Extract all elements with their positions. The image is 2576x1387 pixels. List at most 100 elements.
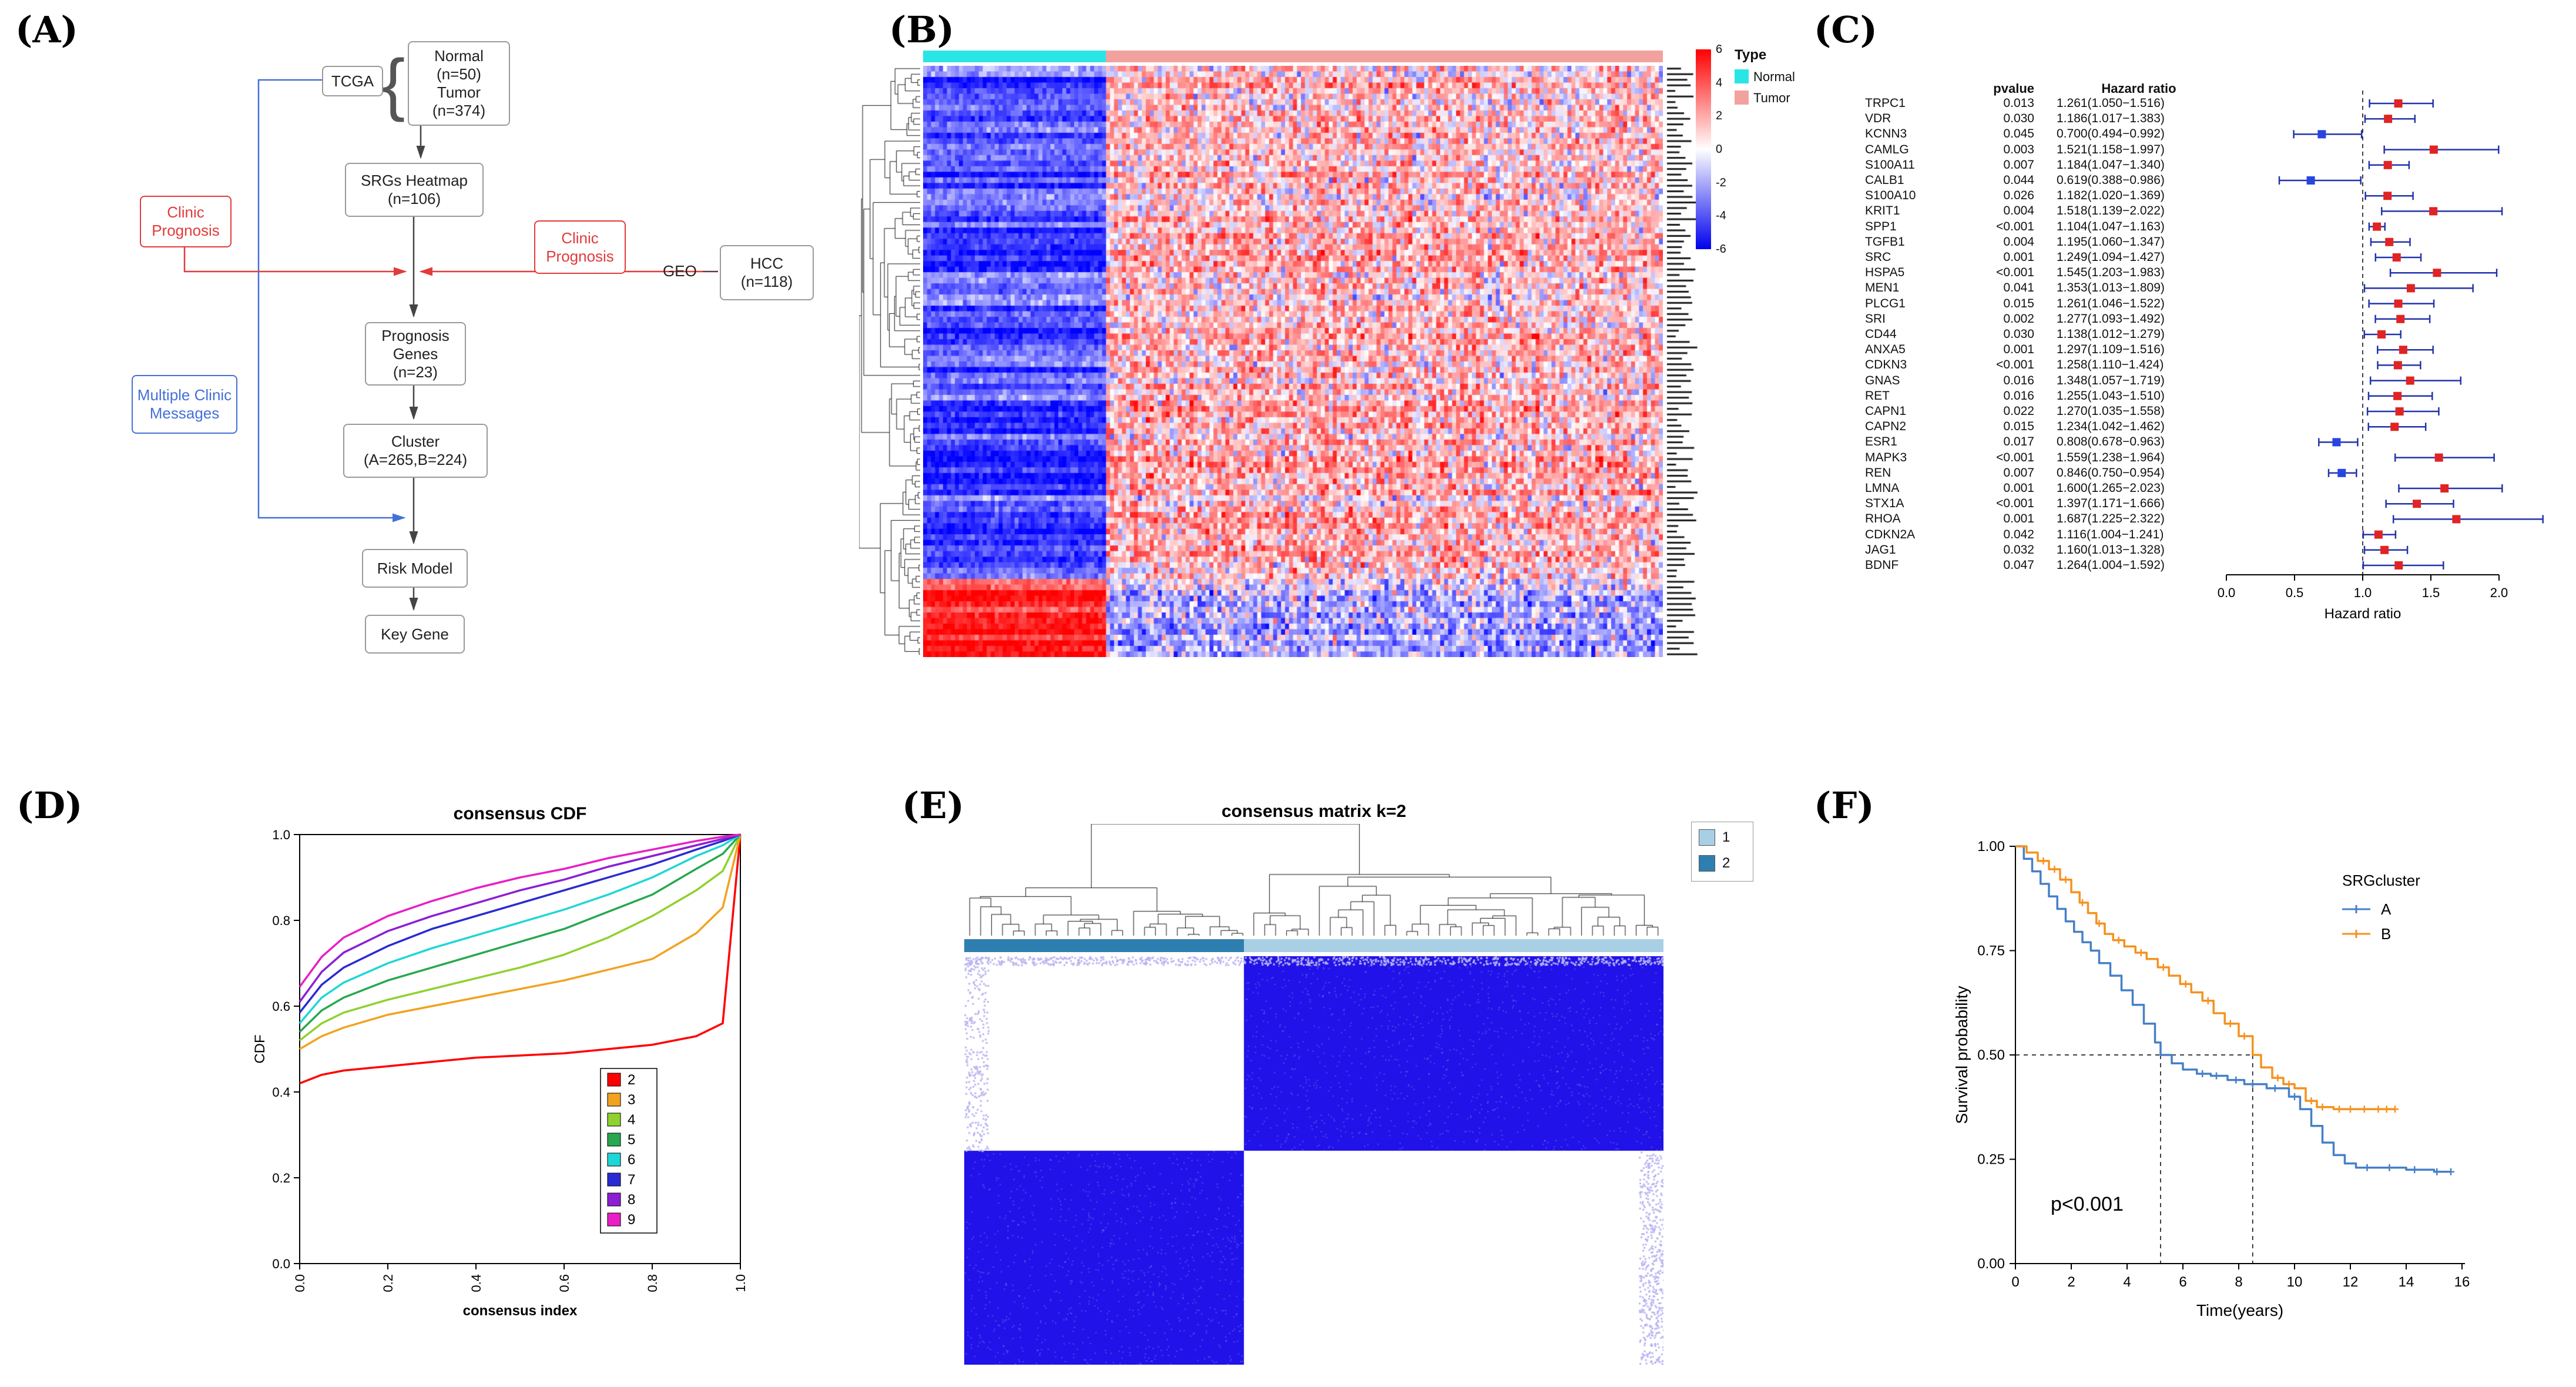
forest-hr-text: 1.255(1.043−1.510) xyxy=(2057,388,2165,403)
forest-gene: RET xyxy=(1865,388,1890,403)
forest-gene: MAPK3 xyxy=(1865,450,1907,464)
forest-header-pvalue: pvalue xyxy=(1993,81,2034,96)
forest-hr-text: 1.297(1.109−1.516) xyxy=(2057,343,2165,357)
forest-row: BDNF 0.047 1.264(1.004−1.592) xyxy=(1857,558,2221,573)
consensus-matrix xyxy=(964,956,1663,1365)
forest-hr-text: 0.700(0.494−0.992) xyxy=(2057,127,2165,141)
forest-row: CDKN2A 0.042 1.116(1.004−1.241) xyxy=(1857,527,2221,542)
forest-row: CALB1 0.044 0.619(0.388−0.986) xyxy=(1857,173,2221,188)
forest-hr-text: 1.138(1.012−1.279) xyxy=(2057,327,2165,341)
forest-hr-text: 1.545(1.203−1.983) xyxy=(2057,266,2165,280)
forest-gene: LMNA xyxy=(1865,481,1900,495)
panel-b-label: (B) xyxy=(889,8,955,51)
svg-text:0.25: 0.25 xyxy=(1977,1152,2005,1168)
hr-point xyxy=(2393,391,2402,400)
forest-row: RET 0.016 1.255(1.043−1.510) xyxy=(1857,388,2221,404)
forest-pvalue: 0.001 xyxy=(2003,343,2034,357)
forest-pvalue: <0.001 xyxy=(1996,266,2034,280)
cluster-label2: (A=265,B=224) xyxy=(363,451,468,468)
normal-n-label: (n=50) xyxy=(437,65,481,83)
forest-pvalue: 0.003 xyxy=(2003,142,2034,156)
svg-text:0.4: 0.4 xyxy=(272,1085,290,1100)
consensus-legend-swatch-2 xyxy=(1699,855,1715,872)
svg-text:6: 6 xyxy=(2179,1274,2186,1290)
panel-f-label: (F) xyxy=(1814,784,1874,827)
svg-text:9: 9 xyxy=(628,1212,635,1228)
forest-pvalue: 0.026 xyxy=(2003,189,2034,203)
hr-point xyxy=(2383,160,2392,169)
forest-hr-text: 1.104(1.047−1.163) xyxy=(2057,219,2165,233)
cdf-xlabel: consensus index xyxy=(463,1303,578,1319)
tcga-box: TCGA xyxy=(322,66,383,96)
forest-gene: BDNF xyxy=(1865,558,1899,572)
forest-gene: KCNN3 xyxy=(1865,127,1907,141)
forest-hr-text: 1.559(1.238−1.964) xyxy=(2057,450,2165,464)
forest-pvalue: 0.015 xyxy=(2003,420,2034,434)
svg-text:0.00: 0.00 xyxy=(1977,1256,2005,1272)
hr-point xyxy=(2413,500,2421,508)
cdf-curve-k7 xyxy=(298,833,741,1014)
forest-hr-text: 1.353(1.013−1.809) xyxy=(2057,281,2165,295)
hr-point xyxy=(2394,561,2403,569)
forest-hr-text: 1.348(1.057−1.719) xyxy=(2057,373,2165,387)
forest-row: CAPN1 0.022 1.270(1.035−1.558) xyxy=(1857,404,2221,419)
forest-header-hr: Hazard ratio xyxy=(2101,81,2176,96)
heatmap-gene-labels xyxy=(1665,66,1700,657)
svg-text:0.50: 0.50 xyxy=(1977,1047,2005,1063)
clinic-left-label2: Prognosis xyxy=(152,222,220,239)
svg-text:0.6: 0.6 xyxy=(557,1274,572,1292)
forest-gene: CD44 xyxy=(1865,327,1897,341)
hr-point xyxy=(2385,237,2394,246)
forest-row: TRPC1 0.013 1.261(1.050−1.516) xyxy=(1857,96,2221,111)
forest-gene: CAPN2 xyxy=(1865,420,1907,434)
forest-gene: CDKN3 xyxy=(1865,358,1907,372)
hr-point xyxy=(2434,453,2443,462)
svg-text:1.00: 1.00 xyxy=(1977,839,2005,855)
hr-point xyxy=(2384,115,2393,123)
panel-c-label: (C) xyxy=(1814,8,1878,51)
svg-text:0.6: 0.6 xyxy=(272,999,290,1014)
forest-pvalue: 0.015 xyxy=(2003,296,2034,310)
forest-hr-text: 1.277(1.093−1.492) xyxy=(2057,311,2165,326)
forest-pvalue: 0.047 xyxy=(2003,558,2034,572)
forest-row: SPP1 <0.001 1.104(1.047−1.163) xyxy=(1857,219,2221,234)
cdf-title: consensus CDF xyxy=(453,804,587,823)
multiple-clinic-messages-box: Multiple Clinic Messages xyxy=(132,375,237,434)
cdf-curve-k2 xyxy=(299,834,742,1085)
svg-text:3: 3 xyxy=(628,1092,635,1108)
svg-text:2: 2 xyxy=(2067,1274,2075,1290)
consensus-legend-swatch-1 xyxy=(1699,829,1715,846)
flowchart-arrows xyxy=(183,79,718,611)
brace-glyph: { xyxy=(382,45,405,123)
forest-row: RHOA 0.001 1.687(1.225−2.322) xyxy=(1857,511,2221,527)
prognosis-label2: Genes xyxy=(393,344,438,363)
svg-text:8: 8 xyxy=(628,1192,635,1208)
panel-a-label: (A) xyxy=(15,8,78,51)
hr-point xyxy=(2306,176,2315,185)
hr-point xyxy=(2440,484,2449,493)
svg-text:0.2: 0.2 xyxy=(381,1274,395,1292)
svg-text:0.0: 0.0 xyxy=(293,1274,307,1292)
svg-text:7: 7 xyxy=(628,1172,635,1188)
svg-text:0.4: 0.4 xyxy=(469,1274,484,1292)
consensus-matrix-title: consensus matrix k=2 xyxy=(1221,802,1407,821)
forest-gene: HSPA5 xyxy=(1865,266,1905,280)
forest-row: TGFB1 0.004 1.195(1.060−1.347) xyxy=(1857,234,2221,250)
forest-row: JAG1 0.032 1.160(1.013−1.328) xyxy=(1857,542,2221,558)
consensus-legend-label-1: 1 xyxy=(1722,829,1730,845)
forest-row: HSPA5 <0.001 1.545(1.203−1.983) xyxy=(1857,265,2221,280)
colorbar-tick: -4 xyxy=(1716,209,1726,223)
clinic-prognosis-right-box: Clinic Prognosis xyxy=(534,220,626,274)
forest-gene: STX1A xyxy=(1865,497,1904,511)
forest-gene: REN xyxy=(1865,465,1891,480)
consensus-column-dendrogram xyxy=(964,824,1663,936)
forest-row: S100A10 0.026 1.182(1.020−1.369) xyxy=(1857,188,2221,203)
forest-pvalue: 0.001 xyxy=(2003,481,2034,495)
forest-pvalue: <0.001 xyxy=(1996,358,2034,372)
prognosis-label1: Prognosis xyxy=(381,326,450,344)
type-label-normal: Normal xyxy=(1753,69,1795,84)
hr-point xyxy=(2406,376,2414,385)
svg-text:0.5: 0.5 xyxy=(2286,585,2304,600)
colorbar-tick: -2 xyxy=(1716,176,1726,189)
